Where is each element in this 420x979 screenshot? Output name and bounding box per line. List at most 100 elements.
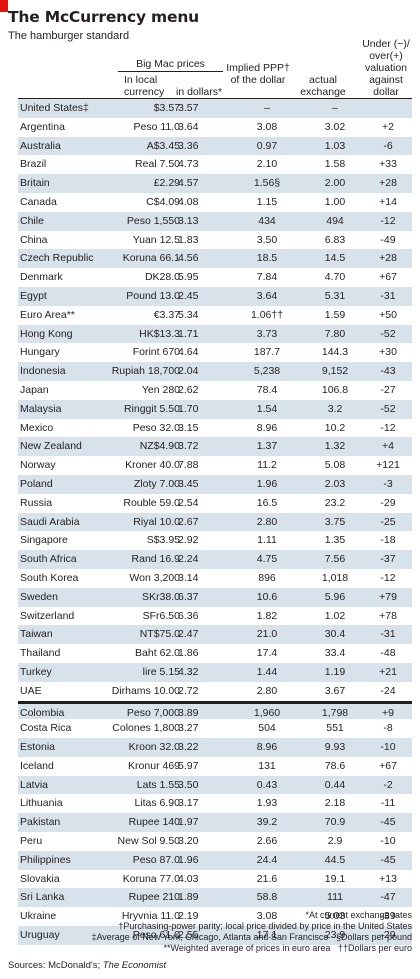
cell-local-price: Peso 87.0 (132, 853, 180, 866)
table-row: Singapore S$3.95 2.92 1.11 1.35 -18 (18, 531, 412, 550)
cell-country: Turkey (20, 665, 52, 678)
cell-country: Mexico (20, 421, 54, 434)
cell-dollar-price: 6.37 (178, 590, 199, 603)
cell-exchange-rate: 5.31 (324, 289, 346, 302)
cell-implied-ppp: 1.96 (256, 477, 278, 490)
table-row: Switzerland SFr6.50 6.36 1.82 1.02 +78 (18, 607, 412, 626)
cell-implied-ppp: 2.10 (256, 158, 278, 171)
sources-label: Sources: McDonald's; (8, 960, 101, 971)
cell-valuation: +67 (379, 271, 397, 284)
cell-exchange-rate: 9,152 (321, 365, 349, 378)
cell-exchange-rate: 1,798 (321, 706, 349, 719)
cell-dollar-price: 1.97 (178, 816, 199, 829)
table-row: Sri Lanka Rupee 210 1.89 58.8 111 -47 (18, 888, 412, 908)
cell-valuation: -18 (380, 534, 396, 547)
cell-local-price: Pound 13.0 (126, 289, 180, 302)
cell-country: Czech Republic (20, 252, 94, 265)
cell-country: Thailand (20, 647, 61, 660)
cell-exchange-rate: 6.83 (324, 233, 346, 246)
cell-local-price: SFr6.50 (142, 609, 180, 622)
cell-exchange-rate: 78.6 (324, 759, 346, 772)
cell-implied-ppp: 2.80 (256, 515, 278, 528)
cell-valuation: -12 (380, 571, 396, 584)
cell-country: Costa Rica (20, 722, 72, 735)
cell-country: Hungary (20, 346, 60, 359)
cell-country: Britain (20, 177, 50, 190)
table-row: Sweden SKr38.0 6.37 10.6 5.96 +79 (18, 587, 412, 607)
cell-exchange-rate: 1.19 (324, 665, 346, 678)
table-row: Saudi Arabia Riyal 10.0 2.67 2.80 3.75 -25 (18, 512, 412, 532)
cell-country: Chile (20, 214, 44, 227)
cell-country: Saudi Arabia (20, 515, 80, 528)
cell-implied-ppp: 434 (258, 214, 276, 227)
cell-local-price: Real 7.50 (135, 158, 180, 171)
table-row: Lithuania Litas 6.90 3.17 1.93 2.18 -11 (18, 794, 412, 813)
table-row: Iceland Kronur 469 5.97 131 78.6 +67 (18, 757, 412, 776)
cell-implied-ppp: 7.84 (256, 271, 278, 284)
header-implied-ppp: Implied PPP† of the dollar (226, 62, 290, 86)
cell-exchange-rate: 10.2 (324, 421, 346, 434)
cell-implied-ppp: 1.44 (256, 665, 278, 678)
cell-implied-ppp: – (264, 102, 270, 114)
cell-country: Taiwan (20, 628, 53, 641)
table-row: Poland Zloty 7.00 3.45 1.96 2.03 -3 (18, 474, 412, 494)
cell-local-price: A$3.45 (146, 139, 180, 152)
table-row: Czech Republic Koruna 66.1 4.56 18.5 14.5 +28 (18, 249, 412, 269)
table-row: Malaysia Ringgit 5.50 1.70 1.54 3.2 -52 (18, 399, 412, 419)
cell-implied-ppp: 8.96 (256, 421, 278, 434)
table-row: South Africa Rand 16.9 2.24 4.75 7.56 -37 (18, 550, 412, 569)
cell-country: Brazil (20, 158, 47, 171)
cell-implied-ppp: 1.93 (256, 797, 278, 810)
table-row: United States‡ $3.57 3.57 – – (18, 99, 412, 118)
cell-country: Euro Area** (20, 308, 75, 321)
cell-local-price: Peso 7,000 (126, 706, 180, 719)
page-title: The McCurrency menu (8, 8, 199, 26)
cell-local-price: Kroon 32.0 (128, 741, 180, 754)
cell-valuation: +28 (379, 252, 397, 265)
cell-exchange-rate: 9.93 (324, 741, 346, 754)
cell-dollar-price: 3.17 (178, 797, 199, 810)
cell-valuation: +21 (379, 665, 397, 678)
cell-exchange-rate: 3.2 (327, 402, 343, 415)
cell-country: Iceland (20, 759, 54, 772)
cell-local-price: Forint 670 (132, 346, 180, 359)
cell-implied-ppp: 1.11 (257, 534, 277, 547)
footnote-euro-average: **Weighted average of prices in euro are… (163, 943, 331, 953)
cell-valuation: -45 (380, 816, 396, 829)
cell-valuation: -29 (380, 496, 396, 509)
cell-local-price: HK$13.3 (139, 327, 180, 340)
table-row: Egypt Pound 13.0 2.45 3.64 5.31 -31 (18, 286, 412, 306)
cell-dollar-price: 7.88 (178, 459, 199, 472)
cell-implied-ppp: 18.5 (256, 252, 278, 265)
cell-valuation: -8 (383, 722, 393, 735)
cell-exchange-rate: 1.35 (324, 534, 346, 547)
cell-country: Sri Lanka (20, 891, 65, 904)
cell-dollar-price: 2.45 (178, 289, 199, 302)
cell-dollar-price: 2.55 (178, 929, 199, 942)
cell-dollar-price: 3.64 (178, 120, 199, 133)
cell-valuation: +28 (379, 177, 397, 190)
footnote-us-average-row: ‡Average of New York, Chicago, Atlanta a… (91, 932, 412, 942)
table-row: Slovakia Koruna 77.0 4.03 21.6 19.1 +13 (18, 870, 412, 889)
table-row: Latvia Lats 1.55 3.50 0.43 0.44 -2 (18, 775, 412, 795)
cell-valuation: -52 (380, 402, 396, 415)
cell-dollar-price: 2.62 (178, 383, 199, 396)
cell-country: Ukraine (20, 910, 57, 923)
cell-country: Lithuania (20, 797, 63, 810)
cell-local-price: NZ$4.90 (139, 440, 180, 453)
table-row: Chile Peso 1,550 3.13 434 494 -12 (18, 211, 412, 231)
cell-exchange-rate: 70.9 (324, 816, 346, 829)
cell-dollar-price: 3.57 (178, 102, 199, 114)
cell-country: Japan (20, 383, 49, 396)
cell-valuation: -31 (380, 628, 396, 641)
cell-dollar-price: 3.20 (178, 835, 199, 848)
table-row: New Zealand NZ$4.90 3.72 1.37 1.32 +4 (18, 437, 412, 457)
cell-exchange-rate: 33.4 (324, 647, 346, 660)
cell-dollar-price: 5.95 (178, 271, 199, 284)
cell-implied-ppp: 2.66 (256, 835, 278, 848)
cell-country: Uruguay (20, 929, 60, 942)
cell-country: New Zealand (20, 440, 82, 453)
cell-exchange-rate: 23.2 (324, 496, 346, 509)
cell-valuation: -6 (383, 139, 393, 152)
cell-dollar-price: 4.56 (178, 252, 199, 265)
